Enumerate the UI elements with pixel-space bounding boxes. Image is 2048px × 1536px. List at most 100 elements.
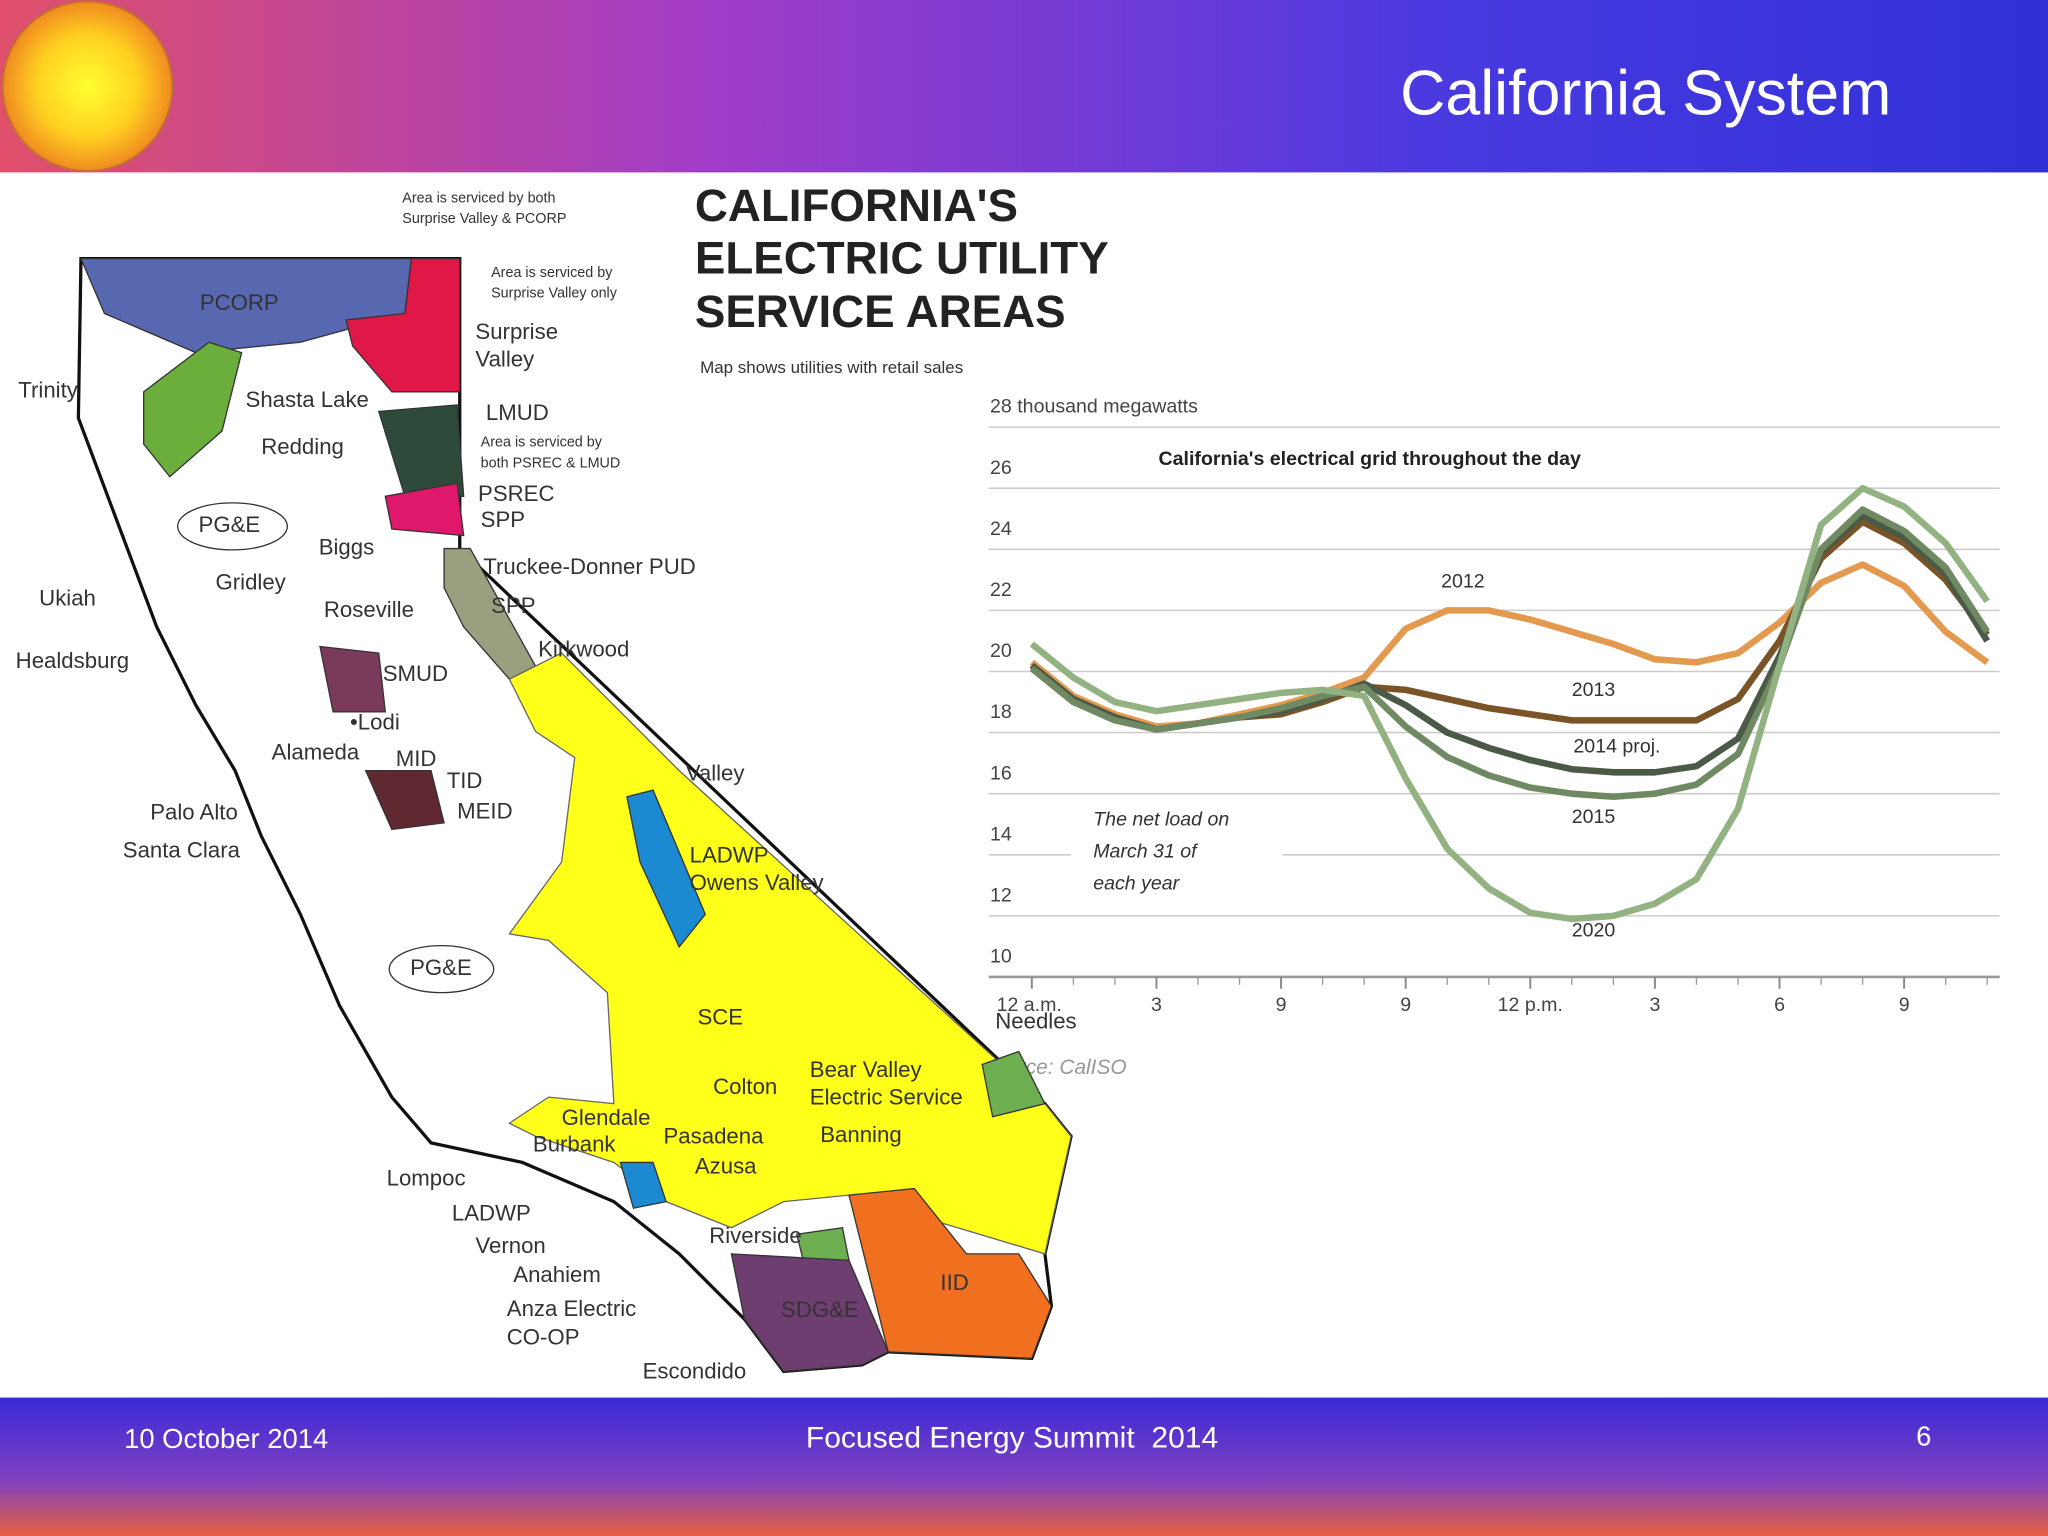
map-label: •Lodi [350,709,400,734]
map-label: Palo Alto [150,800,238,825]
map-label: Anza Electric [507,1296,636,1321]
map-label: Ukiah [39,585,96,610]
y-tick-label: 18 [990,701,1012,723]
x-tick-label: 9 [1899,994,1910,1016]
map-title: SERVICE AREAS [695,286,1066,337]
chart-title: California's electrical grid throughout … [1159,448,1581,470]
map-label: Roseville [324,597,414,622]
region-mid [364,769,445,831]
series-label: 2012 [1441,571,1485,593]
map-label: SPP [481,507,525,532]
map-label: PG&E [410,955,472,980]
series-label: 2014 proj. [1573,735,1660,757]
map-label: Electric Service [810,1084,963,1109]
y-tick-label: 10 [990,946,1012,968]
series-label: 2020 [1572,919,1616,941]
region-sdge [730,1253,890,1373]
y-tick-label: 20 [990,640,1012,662]
map-label: LADWP [452,1201,531,1226]
y-tick-label: 28 thousand megawatts [990,396,1198,418]
map-label: Vernon [475,1233,545,1258]
map-label: Needles [995,1009,1076,1034]
map-label: SCE [697,1005,743,1030]
x-tick-label: 9 [1276,994,1287,1016]
map-label: Valley [686,760,746,785]
x-tick-label: 12 a.m. [997,994,1062,1016]
map-label: Area is serviced by [491,265,613,281]
y-tick-label: 14 [990,823,1012,845]
map-label: SDG&E [781,1297,859,1322]
map-label: Surprise Valley only [491,286,618,302]
region-owens-valley [626,789,707,949]
map-subtitle: Map shows utilities with retail sales [700,358,963,377]
map-label: Colton [713,1074,777,1099]
region-psrec [384,482,465,537]
map-title: ELECTRIC UTILITY [695,232,1109,283]
map-label: Bear Valley [810,1057,923,1082]
footer-band [0,1397,2048,1536]
map-title: CALIFORNIA'S [695,180,1018,231]
map-label: PG&E [199,512,261,537]
x-tick-label: 12 p.m. [1498,994,1563,1016]
map-label: Area is serviced by [481,435,603,451]
series-line [1029,506,1990,801]
map-label: Healdsburg [16,648,129,673]
annotation: The net load on [1093,808,1229,830]
map-label: Gridley [216,570,287,595]
map-label: Shasta Lake [246,387,369,412]
region-trinity [143,341,243,478]
y-tick-label: 26 [990,457,1012,479]
map-label: MID [396,746,437,771]
y-tick-label: 16 [990,762,1012,784]
label-ellipse [176,502,288,551]
footer-event: Focused Energy Summit 2014 [806,1421,1218,1454]
map-label: Truckee-Donner PUD [483,554,696,579]
map-label: LADWP [690,843,769,868]
map-label: SPP [491,593,535,618]
map-label: SMUD [383,661,448,686]
header-band [0,0,2048,173]
y-tick-label: 22 [990,579,1012,601]
map-label: both PSREC & LMUD [481,455,621,471]
map-label: Owens Valley [690,870,825,895]
region-riverside [795,1227,850,1262]
y-tick-label: 24 [990,518,1012,540]
map-label: Burbank [533,1131,617,1156]
region-surprise-valley [345,257,461,393]
map-label: Escondido [643,1359,747,1384]
series-label: 2015 [1572,806,1616,828]
page-number: 6 [1916,1420,1931,1451]
map-label: CO-OP [507,1325,580,1350]
series-label: 2013 [1572,679,1616,701]
map-label: PSREC [478,481,554,506]
x-tick-label: 3 [1151,994,1162,1016]
label-ellipse [388,944,495,994]
map-label: Alameda [272,739,360,764]
map-label: Pasadena [664,1123,765,1148]
map-label: MEID [457,798,512,823]
map-label: Valley [475,346,535,371]
map-label: Anahiem [513,1262,601,1287]
footer-date: 10 October 2014 [124,1423,328,1454]
map-label: Riverside [709,1223,801,1248]
map-label: PCORP [200,290,279,315]
map-label: Trinity [18,378,78,403]
map-label: LMUD [486,400,549,425]
annotation-backdrop [1071,799,1283,904]
map-label: IID [940,1270,968,1295]
map-label: Santa Clara [123,837,241,862]
annotation: each year [1093,872,1180,894]
annotation: March 31 of [1093,840,1199,862]
y-tick-label: 12 [990,884,1012,906]
map-label: Azusa [695,1154,757,1179]
map-label: Kirkwood [538,636,629,661]
line-chart: 10 12 14 16 18 20 22 24 26 28 thousand megawatts 1… [988,396,2000,1079]
sun-logo [1,0,174,173]
map-label: Surprise [475,319,558,344]
region-smud [319,645,387,713]
region-iid [848,1187,1053,1360]
map-label: Area is serviced by both [402,190,555,206]
map-label: Lompoc [387,1165,466,1190]
series-line [1029,484,1990,923]
